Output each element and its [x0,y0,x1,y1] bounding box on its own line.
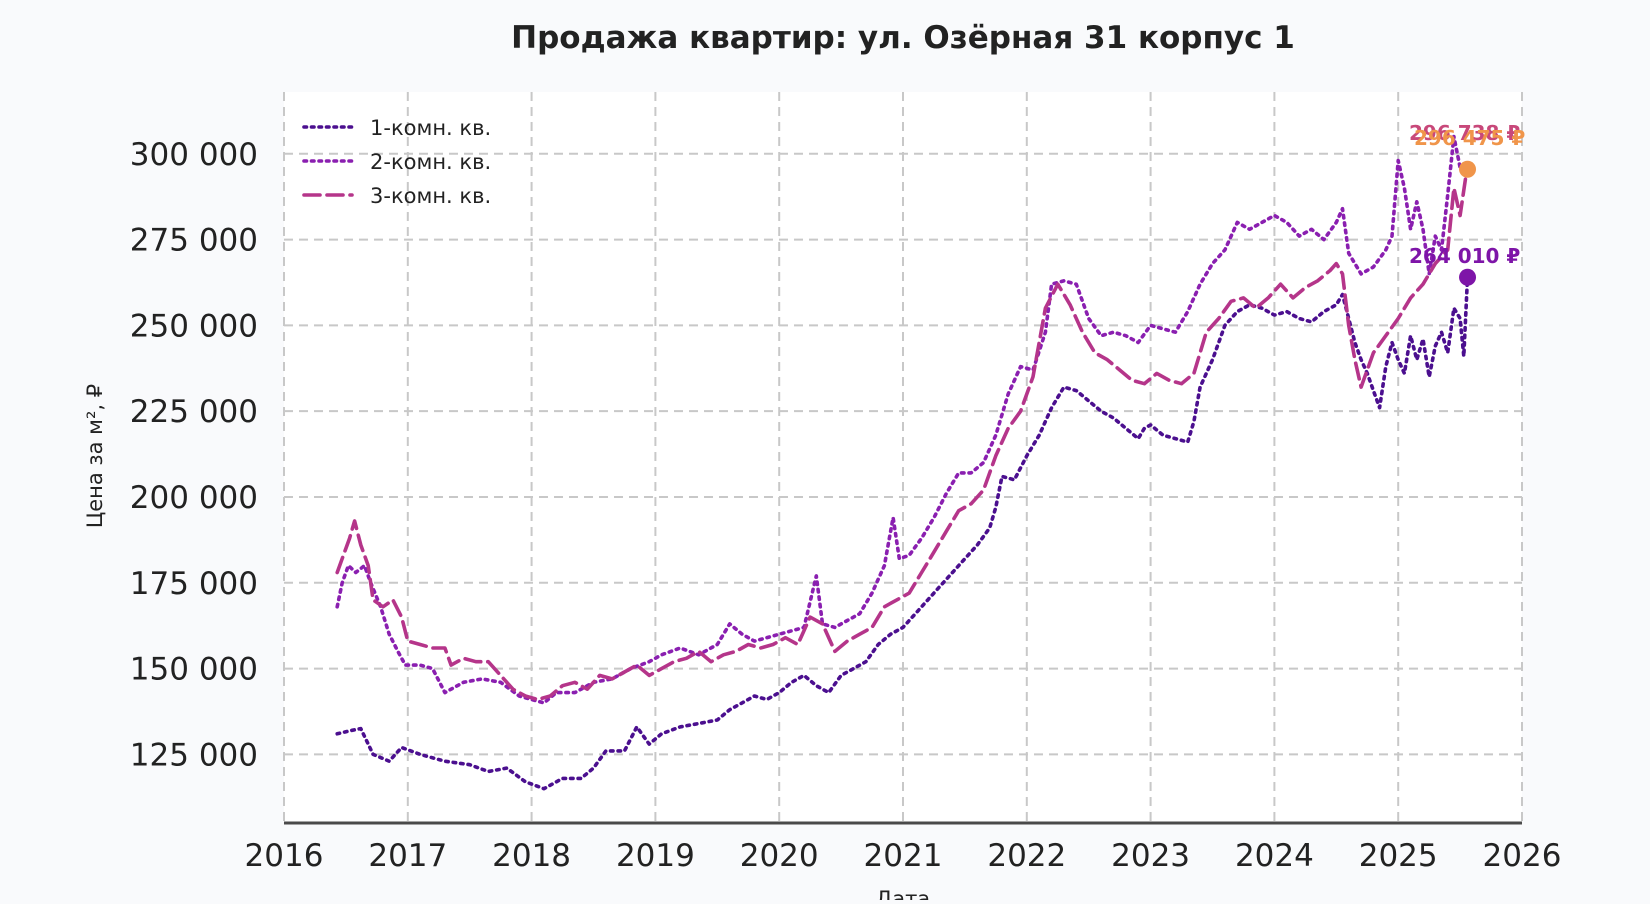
y-tick-label: 125 000 [130,737,258,773]
x-tick-label: 2024 [1235,838,1314,874]
x-tick-label: 2018 [492,838,571,874]
end-marker [1459,160,1477,178]
chart-title: Продажа квартир: ул. Озёрная 31 корпус 1 [511,20,1295,56]
y-tick-label: 300 000 [130,137,258,173]
x-tick-label: 2023 [1111,838,1190,874]
legend: 1-комн. кв. 2-комн. кв. 3-комн. кв. [302,116,491,208]
y-tick-label: 225 000 [130,394,258,430]
ticks: 2016 2017 2018 2019 2020 2021 2022 2023 2024 2025… [130,137,1562,874]
legend-label: 3-комн. кв. [370,184,491,208]
x-tick-label: 2020 [740,838,819,874]
y-axis-label: Цена за м², ₽ [83,384,107,528]
y-tick-label: 175 000 [130,566,258,602]
grid [283,92,1523,823]
end-marker [1459,268,1477,286]
x-axis-label: Дата [876,887,930,900]
x-tick-label: 2022 [987,838,1066,874]
y-tick-label: 150 000 [130,652,258,688]
end-value-label: 264 010 ₽ [1409,244,1520,268]
legend-label: 1-комн. кв. [370,116,491,140]
end-value-label: 296 475 ₽ [1414,126,1525,150]
end-value-label: 296 738 ₽ [1409,121,1520,145]
y-tick-label: 275 000 [130,223,258,259]
x-tick-label: 2016 [245,838,324,874]
y-tick-label: 250 000 [130,308,258,344]
series-line-1 [335,275,1470,791]
x-tick-label: 2017 [368,838,447,874]
x-tick-label: 2026 [1483,838,1562,874]
end-annotations: 296 738 ₽296 475 ₽ 264 010 ₽ [1409,121,1525,286]
x-tick-label: 2019 [616,838,695,874]
x-tick-label: 2025 [1359,838,1438,874]
legend-label: 2-комн. кв. [370,150,491,174]
x-tick-label: 2021 [864,838,943,874]
series-layer [335,134,1470,791]
series-line-3 [335,163,1470,702]
y-tick-label: 200 000 [130,480,258,516]
